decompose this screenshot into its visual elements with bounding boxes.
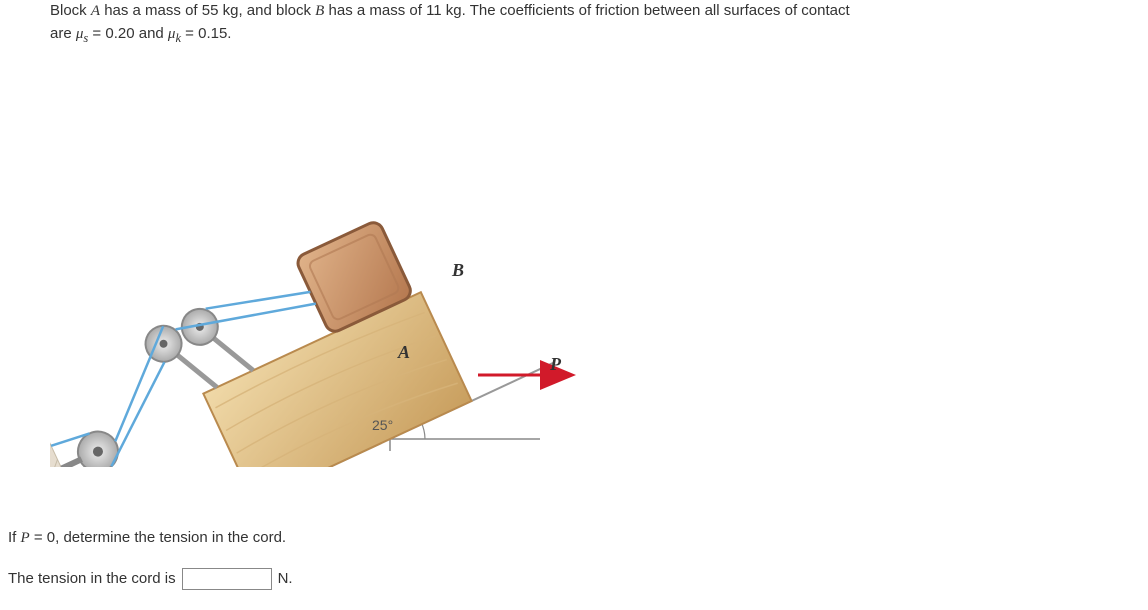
text: are	[50, 25, 76, 42]
mu-s-value: = 0.20 and	[88, 25, 168, 42]
mass-a: 55 kg	[202, 2, 239, 19]
label-b: B	[452, 257, 464, 284]
text: Block	[50, 2, 91, 19]
text: has a mass of	[324, 2, 426, 19]
label-a: A	[398, 339, 410, 366]
figure-svg	[50, 67, 610, 467]
text: . The coefficients of friction between a…	[462, 2, 850, 19]
var-a: A	[91, 3, 100, 19]
answer-label: The tension in the cord is	[8, 568, 176, 591]
text: = 0, determine the tension in the cord.	[30, 529, 286, 546]
tension-input[interactable]	[182, 568, 272, 590]
var-p: P	[21, 530, 30, 546]
text: , and block	[238, 2, 315, 19]
answer-line: The tension in the cord is N.	[8, 568, 1140, 591]
question-line: If P = 0, determine the tension in the c…	[8, 527, 1140, 550]
figure: B A P 25°	[50, 67, 610, 467]
answer-unit: N.	[278, 568, 293, 591]
label-p: P	[550, 351, 561, 378]
mu-k-value: = 0.15.	[181, 25, 231, 42]
var-b: B	[315, 3, 324, 19]
text: has a mass of	[100, 2, 202, 19]
text: If	[8, 529, 21, 546]
mass-b: 11 kg	[426, 2, 462, 19]
angle-label: 25°	[372, 415, 393, 436]
problem-statement: Block A has a mass of 55 kg, and block B…	[50, 0, 1098, 47]
